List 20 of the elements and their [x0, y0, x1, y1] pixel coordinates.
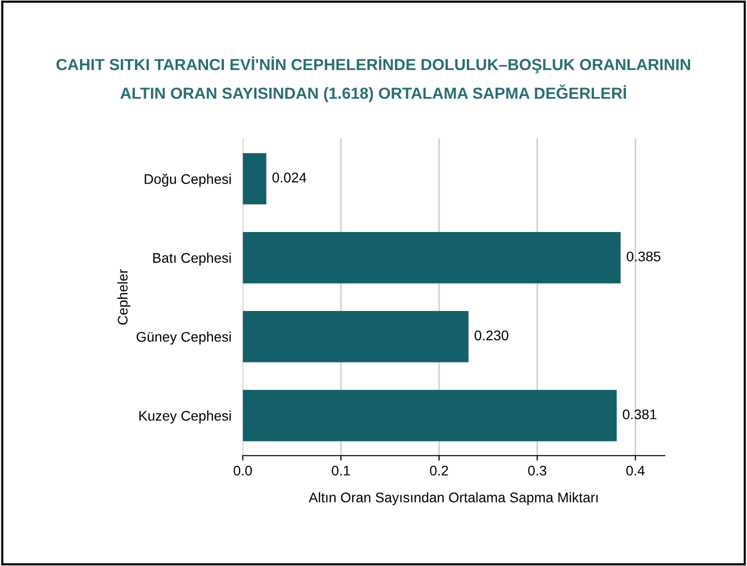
x-tick-label: 0.2	[430, 466, 448, 476]
bar	[242, 310, 469, 362]
y-tick-label: Güney Cephesi	[136, 332, 231, 345]
x-tick-label: 0.1	[332, 466, 350, 476]
bar	[242, 153, 266, 204]
x-tick-label: 0.3	[528, 466, 546, 476]
x-tick-label: 0.0	[234, 466, 252, 476]
data-label: 0.381	[622, 409, 656, 420]
chart-title: CAHIT SITKI TARANCI EVİ'NİN CEPHELERİNDE DOLULUK–BOŞLUK ORANLARININ ALTIN ORAN SAYISINDAN (1.618) ORTALAMA SAPMA DEĞERLERİ	[56, 56, 690, 102]
y-tick-label: Batı Cephesi	[153, 252, 231, 266]
y-tick-label: Kuzey Cephesi	[139, 410, 231, 424]
data-label: 0.024	[272, 172, 306, 182]
y-tick-label: Doğu Cephesi	[144, 174, 231, 187]
data-label: 0.230	[474, 330, 508, 340]
bar	[242, 232, 621, 284]
x-axis-title: Altın Oran Sayısından Ortalama Sapma Miktarı	[308, 492, 598, 506]
x-tick-label: 0.4	[626, 466, 645, 476]
y-axis-title: Cepheler	[117, 269, 130, 325]
bar	[242, 390, 617, 442]
data-label: 0.385	[626, 252, 660, 262]
